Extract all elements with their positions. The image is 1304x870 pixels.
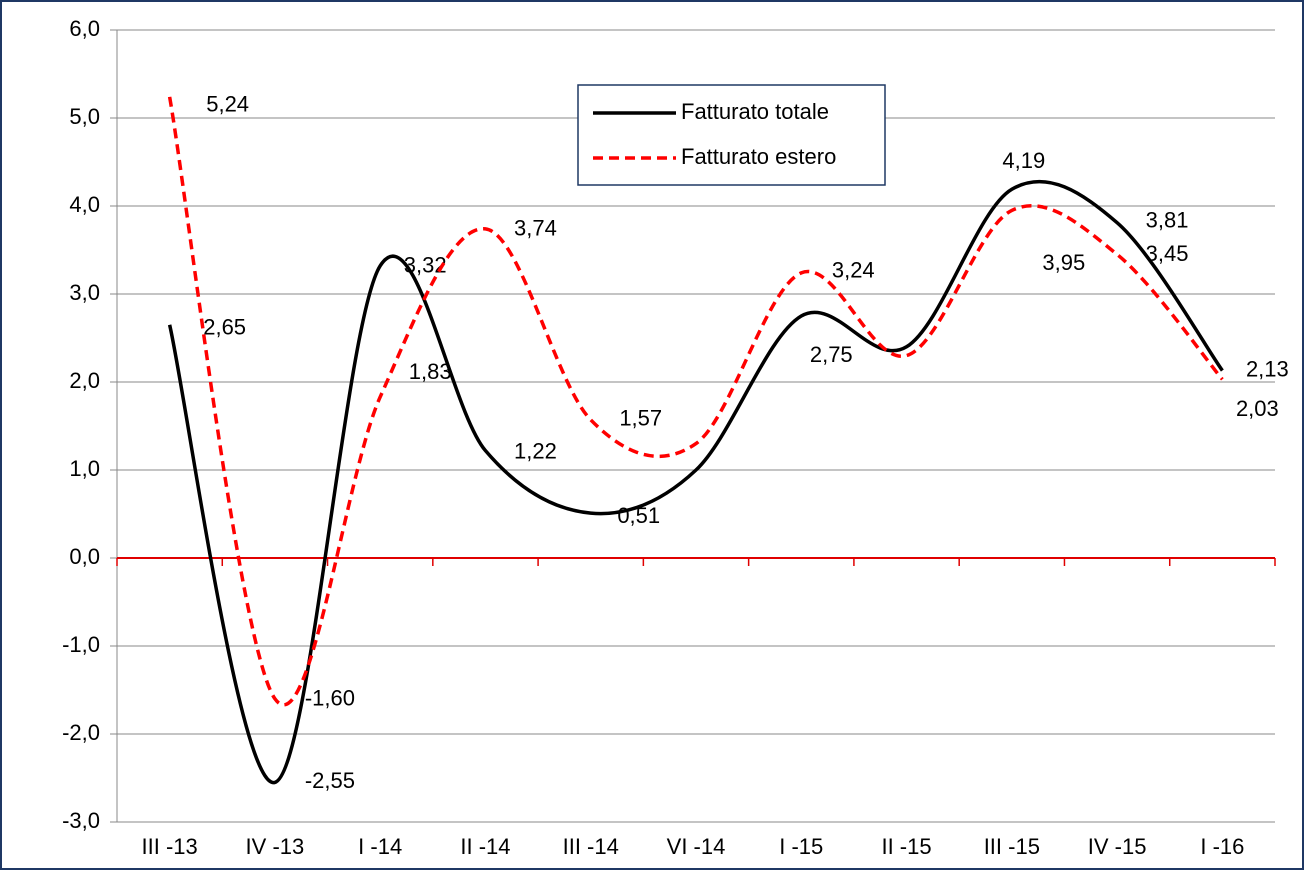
data-label: 3,81 bbox=[1146, 208, 1189, 233]
y-tick-label: -3,0 bbox=[62, 808, 100, 833]
data-label: 1,22 bbox=[514, 438, 557, 463]
y-tick-label: 4,0 bbox=[69, 192, 100, 217]
data-label: -2,55 bbox=[305, 768, 355, 793]
data-label: -1,60 bbox=[305, 686, 355, 711]
series-line bbox=[167, 179, 1224, 785]
x-tick-label: III -14 bbox=[563, 834, 619, 859]
data-label: 2,13 bbox=[1246, 356, 1289, 381]
y-tick-label: -1,0 bbox=[62, 632, 100, 657]
data-label: 3,45 bbox=[1146, 241, 1189, 266]
legend-box bbox=[577, 84, 886, 186]
series-line bbox=[167, 96, 1224, 707]
x-tick-label: IV -13 bbox=[246, 834, 305, 859]
x-tick-label: I -16 bbox=[1200, 834, 1244, 859]
y-tick-label: 1,0 bbox=[69, 456, 100, 481]
y-tick-label: 6,0 bbox=[69, 16, 100, 41]
x-tick-label: VI -14 bbox=[667, 834, 726, 859]
data-label: 3,24 bbox=[832, 258, 875, 283]
y-tick-label: 0,0 bbox=[69, 544, 100, 569]
y-tick-label: 2,0 bbox=[69, 368, 100, 393]
data-label: 1,57 bbox=[619, 406, 662, 431]
data-label: 4,19 bbox=[1002, 148, 1045, 173]
legend-label: Fatturato totale bbox=[681, 99, 829, 124]
x-tick-label: II -14 bbox=[460, 834, 510, 859]
data-label: 1,83 bbox=[409, 359, 452, 384]
x-tick-label: I -15 bbox=[779, 834, 823, 859]
data-label: 0,51 bbox=[617, 503, 660, 528]
data-label: 2,65 bbox=[203, 315, 246, 340]
x-tick-label: IV -15 bbox=[1088, 834, 1147, 859]
legend-label: Fatturato estero bbox=[681, 144, 836, 169]
y-tick-label: 5,0 bbox=[69, 104, 100, 129]
data-label: 2,75 bbox=[810, 342, 853, 367]
x-tick-label: III -13 bbox=[142, 834, 198, 859]
y-tick-label: 3,0 bbox=[69, 280, 100, 305]
data-label: 3,95 bbox=[1042, 250, 1085, 275]
x-tick-label: II -15 bbox=[881, 834, 931, 859]
data-label: 5,24 bbox=[206, 92, 249, 117]
data-label: 3,32 bbox=[404, 253, 447, 278]
y-tick-label: -2,0 bbox=[62, 720, 100, 745]
data-label: 2,03 bbox=[1236, 396, 1279, 421]
data-label: 3,74 bbox=[514, 216, 557, 241]
x-tick-label: I -14 bbox=[358, 834, 402, 859]
x-tick-label: III -15 bbox=[984, 834, 1040, 859]
